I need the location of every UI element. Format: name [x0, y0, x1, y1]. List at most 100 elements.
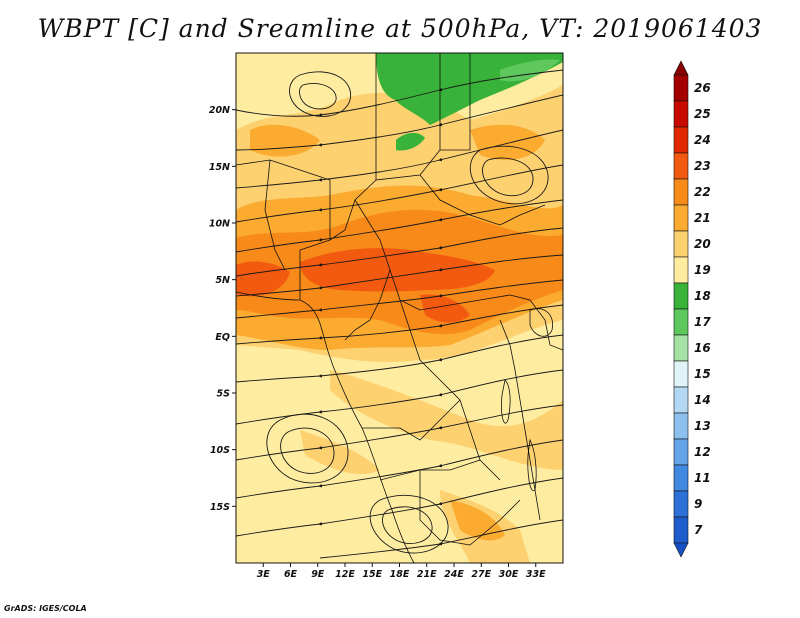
colorbar-swatch — [673, 178, 689, 206]
colorbar-swatch — [673, 126, 689, 154]
colorbar-swatch — [673, 230, 689, 258]
colorbar-label: 7 — [694, 523, 703, 537]
colorbar-label: 21 — [694, 211, 711, 225]
border-line — [236, 159, 331, 240]
border-line — [509, 294, 563, 351]
streamline — [236, 334, 563, 383]
colorbar-swatch — [673, 438, 689, 466]
circulation-south — [381, 506, 433, 544]
streamline — [236, 404, 563, 461]
lon-tick-label: 21E — [417, 569, 437, 580]
lon-tick-label: 9E — [311, 569, 325, 580]
longitude-axis: 3E 6E 9E 12E 15E 18E 21E 24E 27E 30E 33E — [257, 563, 546, 580]
colorbar-swatch — [673, 308, 689, 336]
streamline — [236, 69, 563, 117]
map-title: WBPT [C] and Sreamline at 500hPa, VT: 20… — [37, 14, 763, 43]
colorbar-swatch — [673, 360, 689, 388]
circulation-southwest — [266, 413, 349, 484]
streamline — [236, 94, 563, 151]
country-borders — [236, 53, 563, 563]
colorbar-swatch — [673, 412, 689, 440]
colorbar-label: 24 — [694, 133, 711, 147]
colorbar-swatch — [673, 516, 689, 544]
colorbar-label: 20 — [694, 237, 711, 251]
anticyclone-circulation-north — [289, 71, 352, 117]
border-line — [264, 159, 286, 271]
colorbar-label: 17 — [694, 315, 711, 329]
field-21-area-south — [450, 500, 505, 541]
streamline — [236, 227, 563, 277]
colorbar-swatch — [673, 74, 689, 102]
colorbar-label: 18 — [694, 289, 711, 303]
colorbar-label: 13 — [694, 419, 711, 433]
lat-tick-label: 5S — [217, 389, 231, 400]
colorbar-bottom-arrow — [673, 542, 689, 558]
border-line — [344, 269, 391, 341]
border-line — [362, 399, 461, 441]
footer-credit: GrADS: IGES/COLA — [4, 604, 87, 613]
lat-tick-label: 20N — [209, 105, 230, 116]
colorbar-label: 25 — [694, 107, 711, 121]
colorbar-label: 14 — [694, 393, 711, 407]
circulation-northeast — [469, 145, 549, 205]
lon-tick-label: 15E — [362, 569, 382, 580]
colorbar-label: 15 — [694, 367, 711, 381]
colorbar-label: 9 — [694, 497, 702, 511]
colorbar-label: 23 — [694, 159, 711, 173]
border-line — [419, 174, 546, 226]
lon-tick-label: 27E — [471, 569, 491, 580]
colorbar-label: 11 — [694, 471, 711, 485]
lat-tick-label: 5N — [215, 275, 230, 286]
colorbar-swatch — [673, 204, 689, 232]
colorbar-label: 22 — [694, 185, 711, 199]
lake-outline — [529, 308, 553, 337]
colorbar-label: 19 — [694, 263, 711, 277]
colorbar: 26 25 24 23 22 21 20 19 18 17 16 15 14 13 12 11 9 7 — [673, 60, 711, 558]
lat-tick-label: EQ — [215, 332, 230, 343]
border-line — [419, 470, 521, 546]
colorbar-swatch — [673, 334, 689, 362]
circulation-southwest — [280, 427, 335, 474]
streamlines — [236, 69, 563, 559]
colorbar-label: 16 — [694, 341, 711, 355]
lon-tick-label: 30E — [499, 569, 519, 580]
border-line — [379, 459, 481, 481]
streamline — [236, 164, 563, 223]
circulation-south — [369, 494, 449, 554]
colorbar-swatch — [673, 100, 689, 128]
colorbar-swatch — [673, 464, 689, 492]
colorbar-label: 12 — [694, 445, 711, 459]
colorbar-swatch — [673, 256, 689, 284]
circulation-northeast — [482, 157, 534, 197]
lat-tick-label: 10S — [210, 445, 230, 456]
colorbar-label: 26 — [694, 81, 711, 95]
lon-tick-label: 24E — [444, 569, 464, 580]
streamline — [236, 439, 563, 499]
streamline — [236, 254, 563, 297]
lat-tick-label: 10N — [209, 219, 230, 230]
lon-tick-label: 18E — [390, 569, 410, 580]
border-line — [375, 53, 441, 181]
lake-outline — [527, 438, 537, 492]
lat-tick-label: 15N — [209, 162, 230, 173]
streamline — [236, 369, 563, 425]
streamline — [236, 129, 563, 189]
colorbar-swatch — [673, 282, 689, 310]
border-line — [499, 319, 541, 521]
border-line — [399, 299, 501, 481]
streamline — [236, 477, 563, 537]
anticyclone-circulation-north — [299, 83, 337, 110]
lon-tick-label: 33E — [526, 569, 546, 580]
lake-outline — [501, 379, 511, 424]
border-line — [440, 53, 471, 151]
lon-tick-label: 12E — [335, 569, 355, 580]
colorbar-swatch — [673, 152, 689, 180]
latitude-axis: 20N 15N 10N 5N EQ 5S 10S 15S — [209, 105, 236, 513]
colorbar-swatch — [673, 386, 689, 414]
lon-tick-label: 6E — [284, 569, 298, 580]
lon-tick-label: 3E — [257, 569, 271, 580]
field-21-patch-ne — [470, 124, 545, 160]
colorbar-top-arrow — [673, 60, 689, 76]
streamline — [236, 279, 563, 319]
